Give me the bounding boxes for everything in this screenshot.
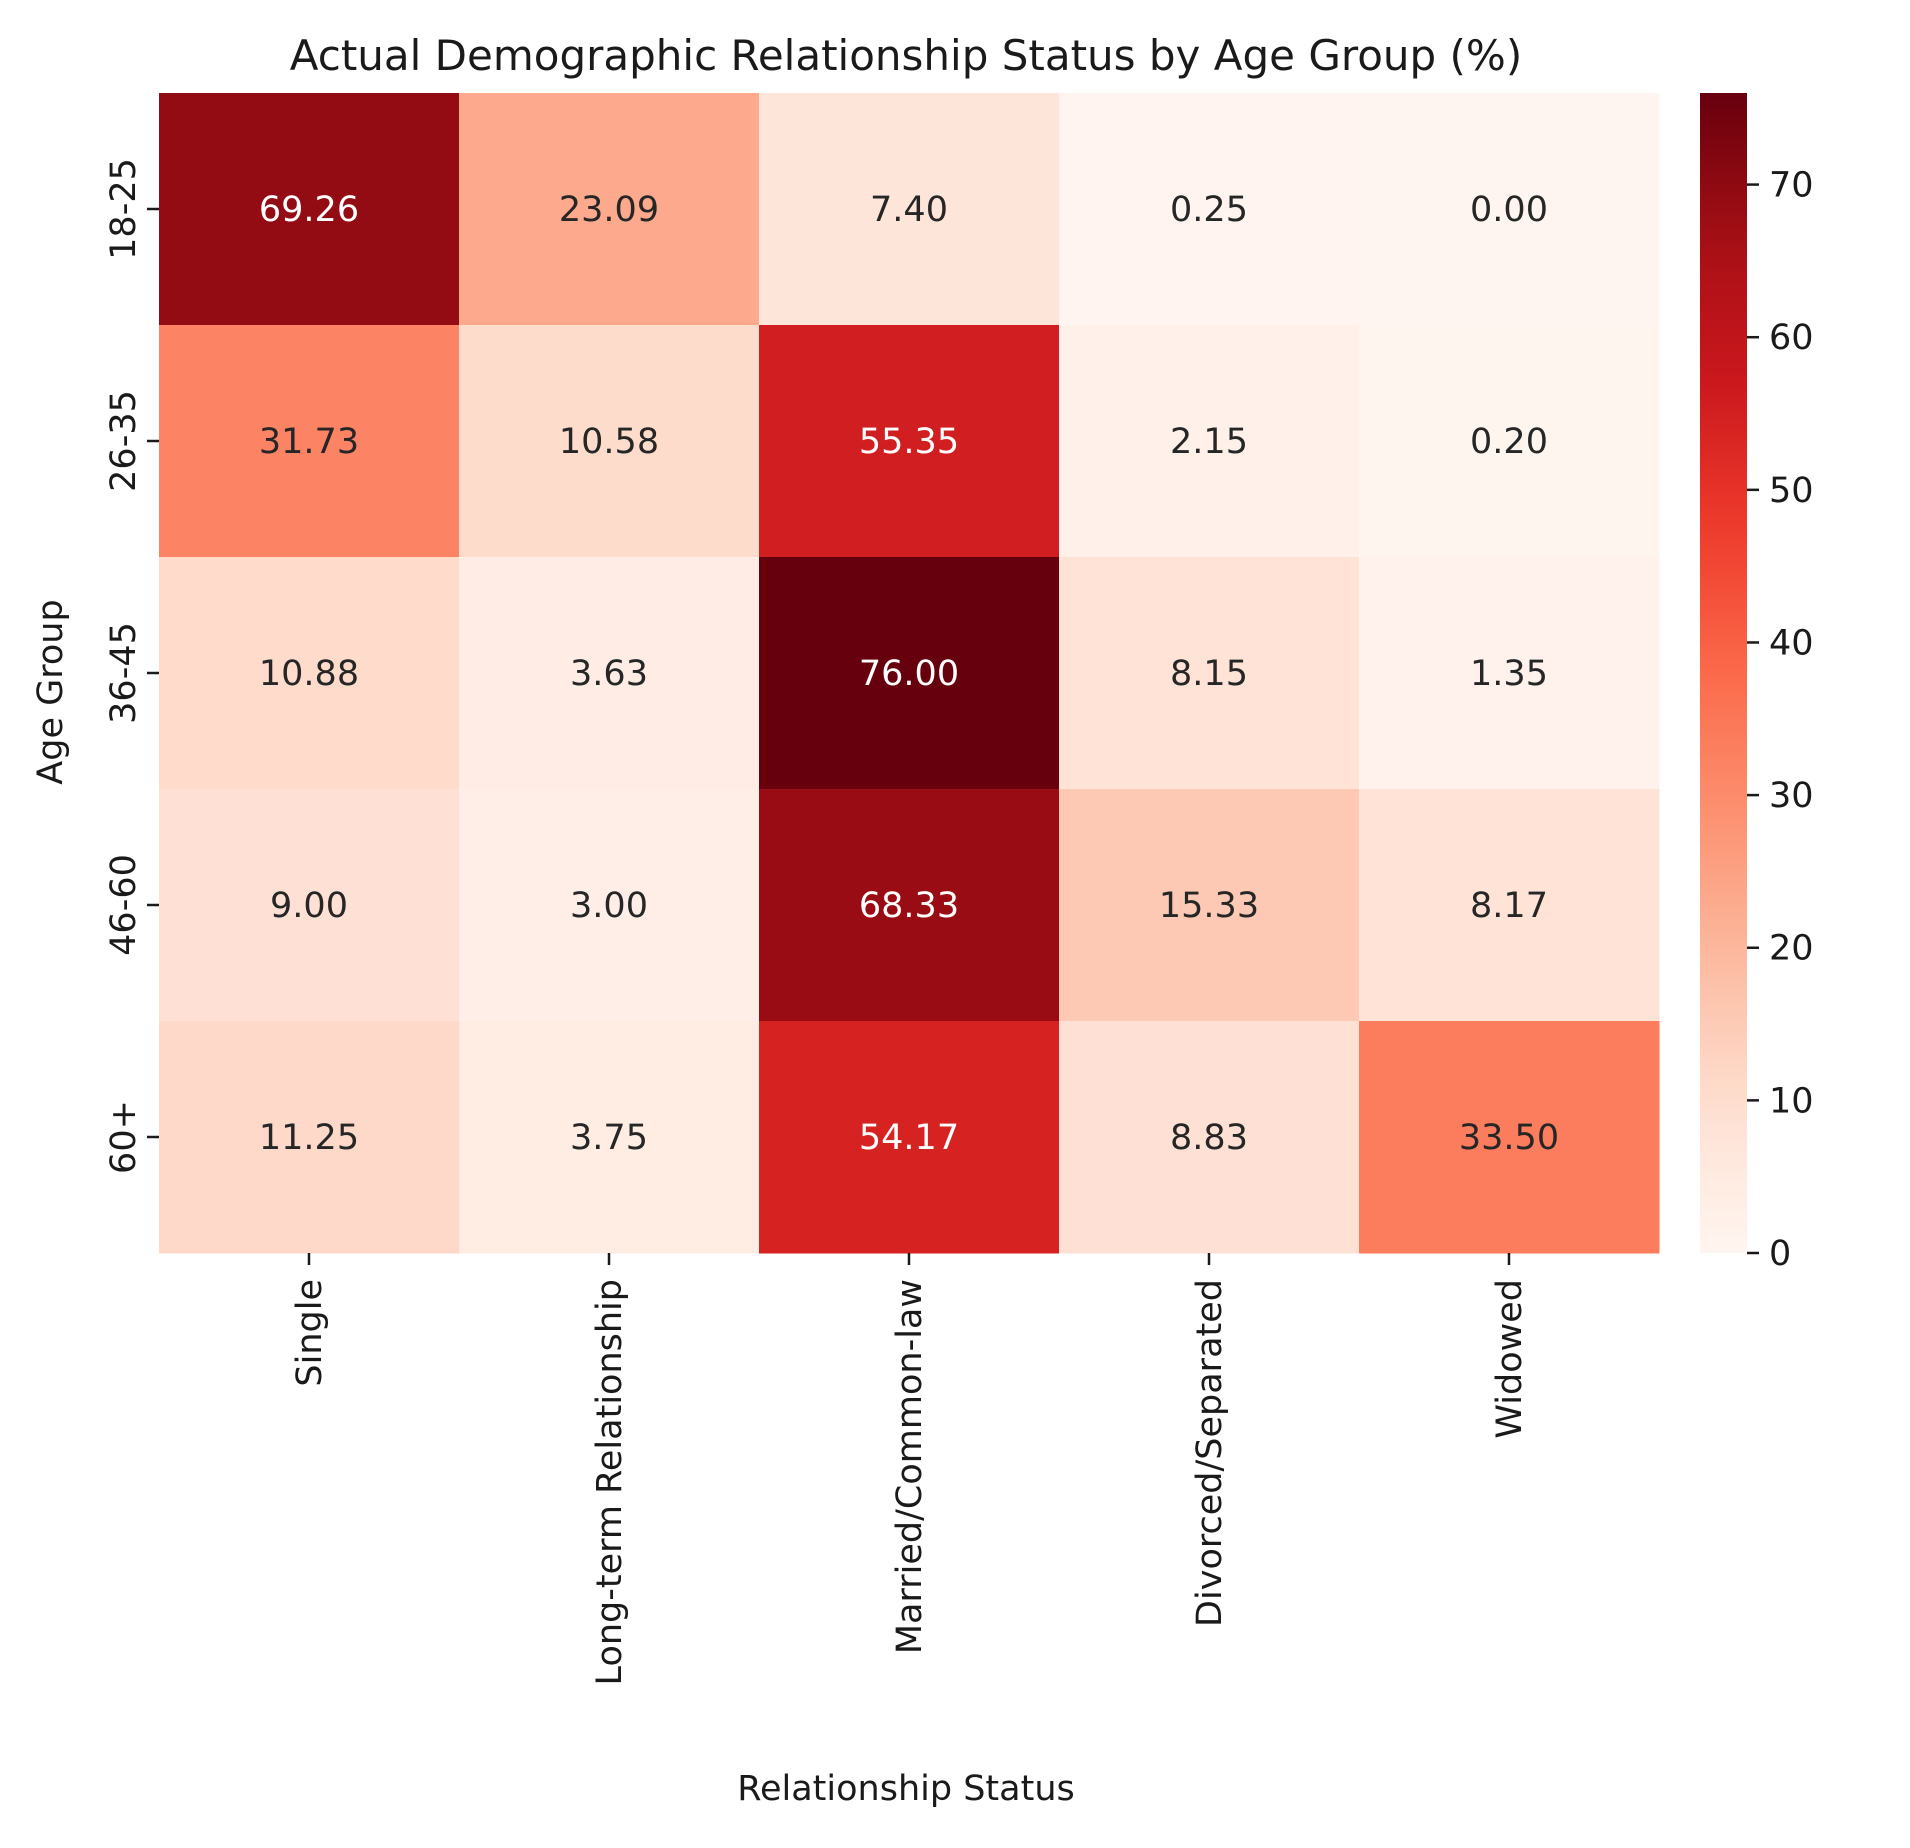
heatmap-cell-1-0 — [159, 325, 460, 558]
cell-label-2-2: 76.00 — [859, 654, 959, 694]
cell-label-2-3: 8.15 — [1170, 654, 1248, 694]
cell-label-3-1: 3.00 — [570, 886, 648, 926]
cell-label-4-2: 54.17 — [859, 1118, 959, 1158]
heatmap-cell-4-4 — [1359, 1021, 1660, 1254]
y-tick-label-4: 60+ — [104, 1100, 144, 1174]
heatmap-cell-3-4 — [1359, 789, 1660, 1022]
cell-label-2-1: 3.63 — [570, 654, 648, 694]
colorbar — [1700, 93, 1747, 1253]
cell-label-0-4: 0.00 — [1470, 190, 1548, 230]
colorbar-tick-label-5: 50 — [1769, 471, 1814, 511]
cell-label-3-3: 15.33 — [1159, 886, 1259, 926]
y-tick-label-1: 26-35 — [104, 390, 144, 492]
cell-label-2-0: 10.88 — [259, 654, 359, 694]
y-axis-label: Age Group — [31, 599, 71, 784]
heatmap-cell-4-0 — [159, 1021, 460, 1254]
heatmap-cell-0-4 — [1359, 93, 1660, 326]
heatmap-cell-0-0 — [159, 93, 460, 326]
cell-label-1-0: 31.73 — [259, 422, 359, 462]
cell-label-4-1: 3.75 — [570, 1118, 648, 1158]
x-axis-label: Relationship Status — [737, 1769, 1075, 1809]
y-tick-label-3: 46-60 — [104, 854, 144, 956]
x-axis-ticks: Single Long-term Relationship Married/Comm… — [290, 1253, 1530, 1685]
cell-label-1-1: 10.58 — [559, 422, 659, 462]
y-tick-label-0: 18-25 — [104, 158, 144, 260]
heatmap-cells: 69.26 23.09 7.40 0.25 0.00 31.73 10.58 55.35 2.1… — [159, 93, 1660, 1254]
cell-label-0-1: 23.09 — [559, 190, 659, 230]
cell-label-0-2: 7.40 — [870, 190, 948, 230]
y-axis-ticks: 18-25 26-35 36-45 46-60 60+ — [104, 158, 159, 1174]
x-tick-label-4: Widowed — [1490, 1279, 1530, 1439]
heatmap-cell-1-1 — [459, 325, 760, 558]
colorbar-tick-label-3: 30 — [1769, 776, 1814, 816]
colorbar-ticks: 0 10 20 30 40 50 60 70 — [1747, 166, 1814, 1274]
heatmap-cell-2-2 — [759, 557, 1060, 790]
heatmap-cell-2-1 — [459, 557, 760, 790]
cell-label-3-0: 9.00 — [270, 886, 348, 926]
heatmap-cell-2-0 — [159, 557, 460, 790]
heatmap-cell-3-2 — [759, 789, 1060, 1022]
heatmap-cell-0-3 — [1059, 93, 1360, 326]
cell-label-2-4: 1.35 — [1470, 654, 1548, 694]
heatmap-cell-1-2 — [759, 325, 1060, 558]
colorbar-tick-label-0: 0 — [1769, 1234, 1791, 1274]
y-tick-label-2: 36-45 — [104, 622, 144, 724]
cell-label-3-4: 8.17 — [1470, 886, 1548, 926]
heatmap-cell-4-1 — [459, 1021, 760, 1254]
cell-label-4-4: 33.50 — [1459, 1118, 1559, 1158]
colorbar-tick-label-7: 70 — [1769, 166, 1814, 206]
colorbar-tick-label-4: 40 — [1769, 623, 1814, 663]
x-tick-label-2: Married/Common-law — [890, 1279, 930, 1654]
cell-label-1-3: 2.15 — [1170, 422, 1248, 462]
cell-label-4-0: 11.25 — [259, 1118, 359, 1158]
x-tick-label-0: Single — [290, 1279, 330, 1387]
heatmap-cell-2-3 — [1059, 557, 1360, 790]
heatmap-cell-1-4 — [1359, 325, 1660, 558]
heatmap-cell-0-2 — [759, 93, 1060, 326]
cell-label-1-4: 0.20 — [1470, 422, 1548, 462]
heatmap-cell-3-1 — [459, 789, 760, 1022]
heatmap-cell-4-2 — [759, 1021, 1060, 1254]
cell-label-0-0: 69.26 — [259, 190, 359, 230]
heatmap-cell-1-3 — [1059, 325, 1360, 558]
cell-label-4-3: 8.83 — [1170, 1118, 1248, 1158]
x-tick-label-1: Long-term Relationship — [590, 1279, 630, 1685]
cell-label-3-2: 68.33 — [859, 886, 959, 926]
heatmap-cell-3-0 — [159, 789, 460, 1022]
cell-label-0-3: 0.25 — [1170, 190, 1248, 230]
colorbar-tick-label-1: 10 — [1769, 1081, 1814, 1121]
heatmap-cell-4-3 — [1059, 1021, 1360, 1254]
cell-label-1-2: 55.35 — [859, 422, 959, 462]
chart-title: Actual Demographic Relationship Status b… — [290, 31, 1522, 80]
heatmap-cell-3-3 — [1059, 789, 1360, 1022]
heatmap-cell-2-4 — [1359, 557, 1660, 790]
colorbar-tick-label-2: 20 — [1769, 929, 1814, 969]
x-tick-label-3: Divorced/Separated — [1190, 1279, 1230, 1627]
heatmap-cell-0-1 — [459, 93, 760, 326]
colorbar-tick-label-6: 60 — [1769, 318, 1814, 358]
